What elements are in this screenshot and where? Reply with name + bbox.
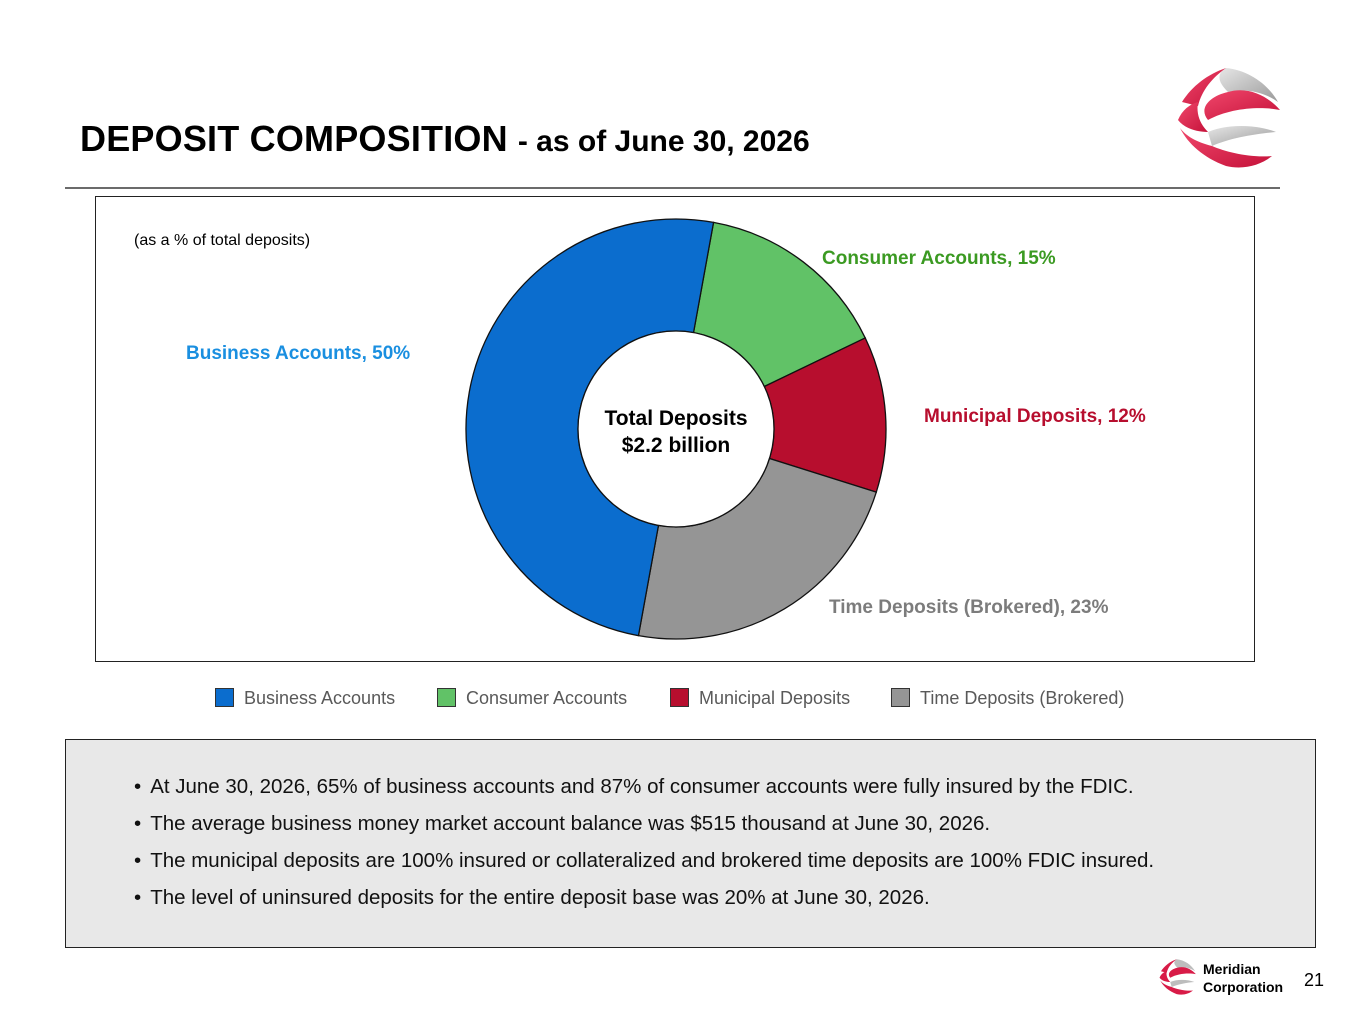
slice-label-consumer: Consumer Accounts, 15% — [822, 248, 1056, 269]
title-main: DEPOSIT COMPOSITION — [80, 118, 508, 159]
legend-item-municipal: Municipal Deposits — [670, 688, 850, 709]
center-text-line2: $2.2 billion — [621, 434, 731, 457]
note-item: The average business money market accoun… — [134, 805, 1154, 842]
company-line2: Corporation — [1203, 979, 1284, 995]
page-number: 21 — [1304, 970, 1325, 990]
legend-swatch-business — [215, 688, 234, 707]
legend-item-consumer: Consumer Accounts — [437, 688, 627, 709]
slice-label-municipal: Municipal Deposits, 12% — [924, 406, 1146, 427]
legend-swatch-time-deposits — [891, 688, 910, 707]
footer-logo-icon — [1159, 959, 1196, 995]
donut-center-text: Total Deposits $2.2 billion — [576, 405, 776, 459]
company-line1: Meridian — [1203, 961, 1261, 977]
chart-note: (as a % of total deposits) — [134, 232, 311, 249]
header-divider — [65, 187, 1280, 189]
legend-label-time-deposits: Time Deposits (Brokered) — [920, 688, 1125, 708]
note-item: The municipal deposits are 100% insured … — [134, 842, 1154, 879]
swirl-sphere-logo-icon — [1178, 68, 1280, 168]
note-item: The level of uninsured deposits for the … — [134, 879, 1154, 916]
slice-label-time-deposits: Time Deposits (Brokered), 23% — [829, 597, 1109, 618]
legend-label-municipal: Municipal Deposits — [699, 688, 851, 708]
legend-item-business: Business Accounts — [215, 688, 395, 709]
legend-swatch-consumer — [437, 688, 456, 707]
legend-label-business: Business Accounts — [244, 688, 396, 708]
insurance-notes-panel: At June 30, 2026, 65% of business accoun… — [65, 739, 1316, 948]
chart-frame — [95, 196, 1255, 662]
company-name: Meridian Corporation — [1203, 960, 1283, 996]
note-item: At June 30, 2026, 65% of business accoun… — [134, 768, 1154, 805]
legend-item-time-deposits: Time Deposits (Brokered) — [891, 688, 1124, 709]
center-text-line1: Total Deposits — [604, 407, 748, 430]
page-title: DEPOSIT COMPOSITION - as of June 30, 2026 — [80, 118, 810, 160]
title-subtitle: - as of June 30, 2026 — [517, 125, 810, 158]
notes-list: At June 30, 2026, 65% of business accoun… — [134, 768, 1154, 916]
legend-swatch-municipal — [670, 688, 689, 707]
donut-hole — [577, 330, 775, 528]
chart-legend: Business Accounts Consumer Accounts Muni… — [0, 688, 1365, 712]
slice-label-business: Business Accounts, 50% — [186, 343, 411, 364]
legend-label-consumer: Consumer Accounts — [466, 688, 628, 708]
